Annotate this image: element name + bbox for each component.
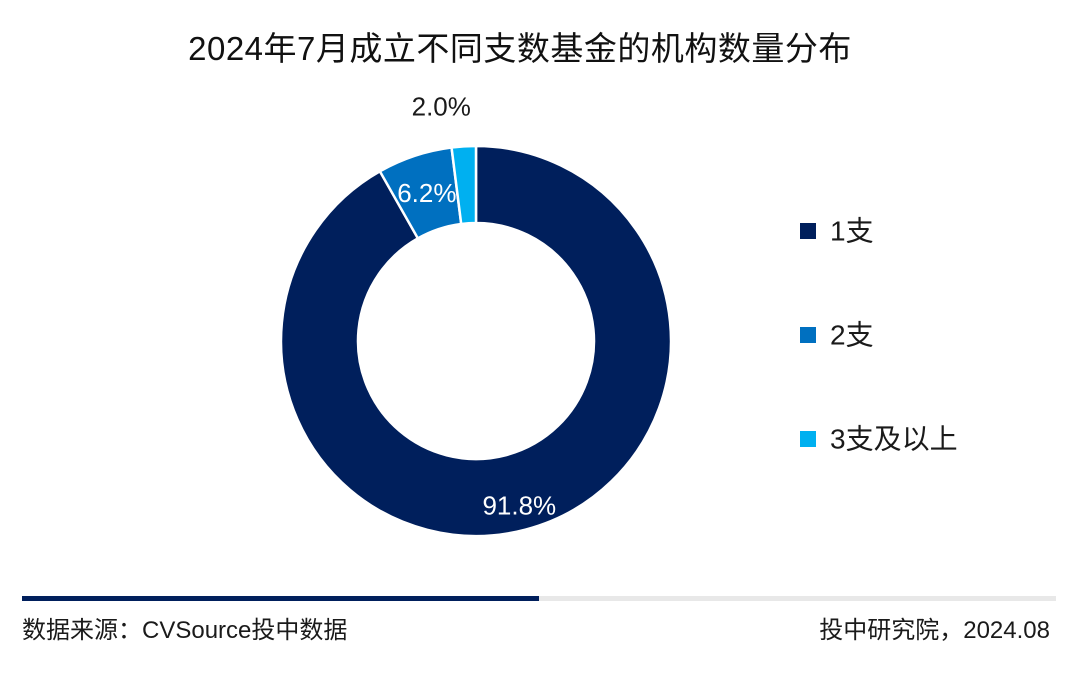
donut-slice-3 xyxy=(450,144,478,226)
legend-label-3: 3支及以上 xyxy=(830,424,958,455)
legend-swatch-1 xyxy=(800,223,816,239)
slice-value-label-2: 6.2% xyxy=(397,178,456,208)
legend: 1支 2支 3支及以上 xyxy=(800,216,958,455)
legend-label-1: 1支 xyxy=(830,216,874,247)
data-source: 数据来源：CVSource投中数据 xyxy=(22,617,348,644)
chart-title: 2024年7月成立不同支数基金的机构数量分布 xyxy=(188,30,852,67)
donut-slice-1 xyxy=(279,144,673,538)
slice-value-label-1: 91.8% xyxy=(482,490,556,520)
slice-value-label-3: 2.0% xyxy=(412,91,471,121)
donut-slices xyxy=(279,144,673,538)
legend-swatch-2 xyxy=(800,327,816,343)
footer-divider xyxy=(22,596,1056,601)
credit-line: 投中研究院，2024.08 xyxy=(819,617,1050,644)
legend-label-2: 2支 xyxy=(830,320,874,351)
footer-divider-accent xyxy=(22,596,539,601)
slice-labels: 91.8% 6.2% 2.0% xyxy=(397,91,556,520)
legend-swatch-3 xyxy=(800,431,816,447)
